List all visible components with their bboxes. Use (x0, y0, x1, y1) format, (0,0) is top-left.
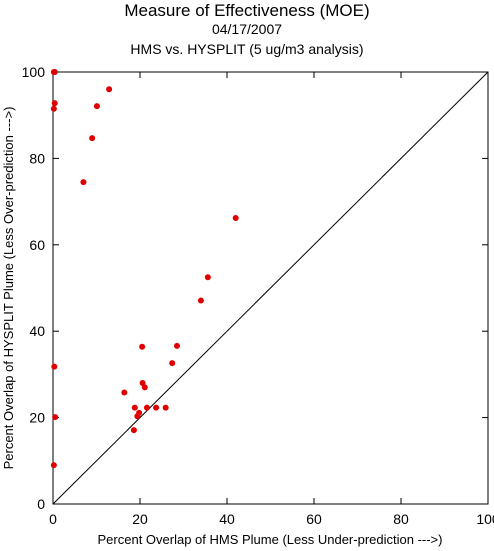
data-point (50, 105, 57, 112)
data-point (50, 462, 57, 469)
x-tick-label: 100 (476, 511, 494, 527)
data-point (131, 404, 138, 411)
data-point (139, 343, 146, 350)
one-to-one-line (52, 71, 489, 505)
data-point (169, 360, 176, 367)
data-point (232, 215, 239, 222)
chart-title: Measure of Effectiveness (MOE) (124, 1, 370, 20)
data-point (153, 404, 160, 411)
y-tick-label: 20 (29, 410, 45, 426)
data-point (141, 384, 148, 391)
y-tick-label: 80 (29, 150, 45, 166)
data-point (204, 274, 211, 281)
x-tick-label: 80 (393, 511, 409, 527)
data-point (130, 427, 137, 434)
data-point (197, 297, 204, 304)
data-point (134, 413, 141, 420)
x-tick-label: 40 (219, 511, 235, 527)
chart-subtitle-date: 04/17/2007 (211, 21, 283, 37)
data-point (93, 103, 100, 110)
x-tick-label: 60 (306, 511, 322, 527)
x-tick-label: 0 (49, 511, 57, 527)
data-point (51, 100, 58, 107)
y-tick-label: 60 (29, 237, 45, 253)
data-point (162, 404, 169, 411)
data-point (51, 363, 58, 370)
data-point (143, 404, 150, 411)
y-tick-label: 100 (22, 64, 46, 80)
data-point (106, 86, 113, 93)
data-point (80, 179, 87, 186)
data-point (52, 414, 59, 421)
data-point (89, 135, 96, 142)
data-point (51, 69, 58, 75)
data-point (121, 389, 128, 396)
plot-frame (52, 71, 489, 505)
y-axis-label: Percent Overlap of HYSPLIT Plume (Less O… (1, 107, 16, 470)
y-tick-label: 0 (37, 496, 45, 512)
y-tick-label: 40 (29, 323, 45, 339)
chart-subtitle-analysis: HMS vs. HYSPLIT (5 ug/m3 analysis) (130, 41, 364, 57)
x-axis-label: Percent Overlap of HMS Plume (Less Under… (98, 532, 443, 547)
data-point (173, 342, 180, 349)
x-tick-label: 20 (132, 511, 148, 527)
